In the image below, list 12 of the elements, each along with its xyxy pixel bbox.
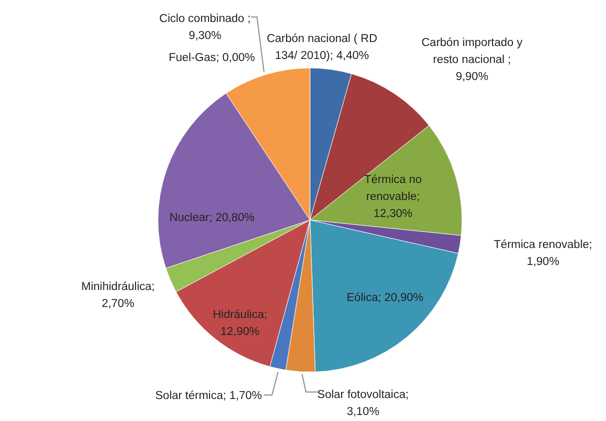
category-label: Fuel-Gas; 0,00% (168, 52, 255, 64)
slice-label: Carbón nacional ( RD 134/ 2010); 4,40% (266, 33, 378, 62)
slice-label: Ciclo combinado ; 9,30% (159, 13, 251, 42)
slice-label: Hidráulica; 12,90% (212, 309, 268, 338)
slice-label: Solar fotovoltaica; 3,10% (317, 389, 409, 418)
slice-label: Térmica renovable; 1,90% (494, 239, 592, 268)
slice-label: Solar térmica; 1,70% (155, 390, 262, 402)
slice-label: Eólica; 20,90% (346, 292, 424, 304)
slice-label: Nuclear; 20,80% (169, 212, 255, 224)
slice-label: Térmica no renovable; 12,30% (364, 174, 422, 220)
slice-label: Minihidráulica; 2,70% (81, 281, 155, 310)
slice-label: Carbón importado y resto nacional ; 9,90% (422, 37, 523, 83)
